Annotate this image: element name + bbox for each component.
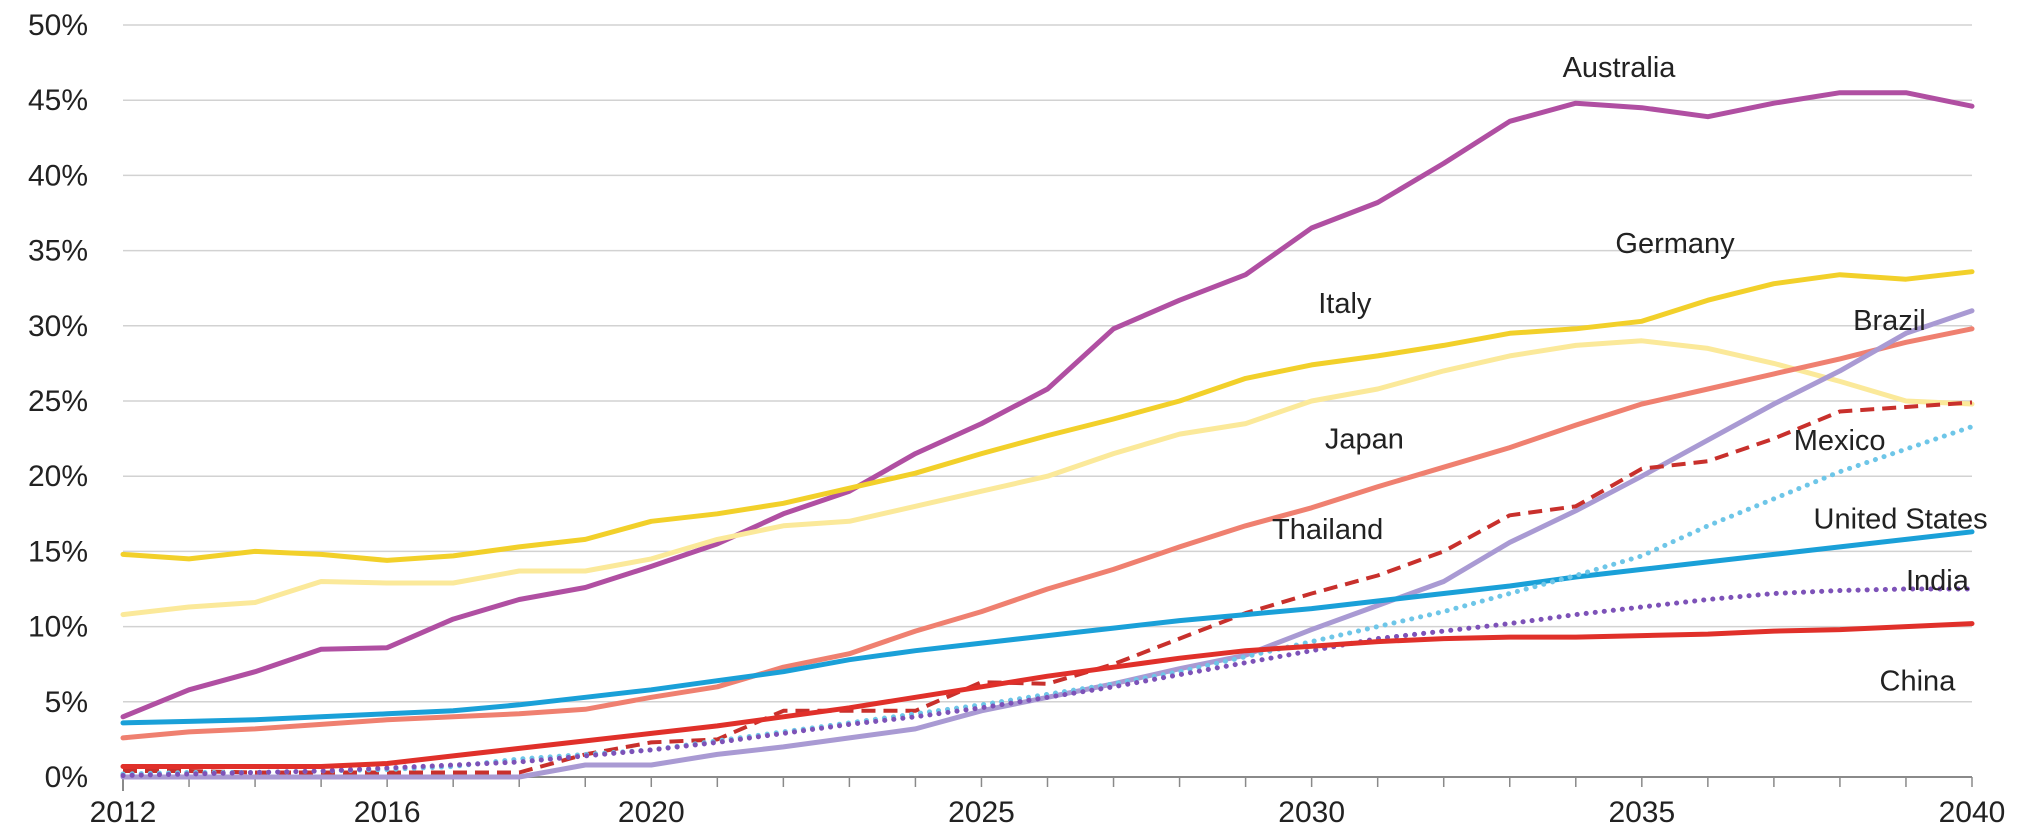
x-tick-label: 2012: [90, 796, 157, 829]
y-tick-label: 35%: [28, 235, 88, 268]
series-line-germany: [120, 269, 1975, 563]
y-tick-label: 25%: [28, 385, 88, 418]
x-tick-label: 2040: [1939, 796, 2006, 829]
y-tick-label: 10%: [28, 611, 88, 644]
series-label-brazil: Brazil: [1853, 305, 1926, 337]
series-label-united-states: United States: [1814, 503, 1988, 535]
series-labels: Australia Germany Italy Brazil Japan Mexico Th…: [1272, 52, 1988, 698]
series-line-australia: [120, 90, 1975, 720]
series-line-united-states: [120, 529, 1975, 726]
x-tick-label: 2030: [1278, 796, 1345, 829]
series-label-india: India: [1906, 565, 1970, 597]
y-tick-label: 0%: [45, 761, 88, 794]
y-axis-tick-labels: 0% 5% 10% 15% 20% 25% 30% 35% 40% 45% 50%: [28, 9, 88, 794]
y-tick-label: 20%: [28, 460, 88, 493]
series-line-india: [120, 586, 1975, 778]
series-line-japan: [120, 326, 1975, 741]
y-tick-label: 45%: [28, 84, 88, 117]
series-label-germany: Germany: [1615, 228, 1735, 260]
y-tick-label: 30%: [28, 310, 88, 343]
x-tick-label: 2025: [948, 796, 1015, 829]
series-label-australia: Australia: [1563, 52, 1677, 84]
series-label-italy: Italy: [1318, 288, 1372, 320]
series-line-mexico: [123, 400, 1973, 775]
x-axis-tick-labels: 2012 2016 2020 2025 2030 2035 2040: [90, 796, 2006, 829]
x-tick-label: 2020: [618, 796, 685, 829]
series-line-brazil: [120, 308, 1975, 780]
series-label-thailand: Thailand: [1272, 514, 1383, 546]
y-tick-label: 50%: [28, 9, 88, 42]
y-tick-label: 5%: [45, 686, 88, 719]
y-tick-label: 40%: [28, 159, 88, 192]
series-label-mexico: Mexico: [1794, 425, 1886, 457]
series-line-italy: [120, 338, 1975, 618]
y-tick-label: 15%: [28, 535, 88, 568]
x-tick-label: 2035: [1608, 796, 1675, 829]
series-label-japan: Japan: [1325, 424, 1404, 456]
series-label-china: China: [1880, 666, 1957, 698]
series-line-china: [120, 621, 1975, 769]
series-lines: [120, 90, 1975, 780]
x-tick-label: 2016: [354, 796, 421, 829]
